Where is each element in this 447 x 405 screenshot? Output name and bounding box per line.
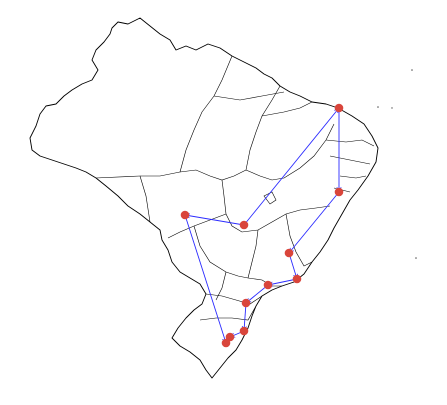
city-marker-6 — [292, 274, 302, 284]
route-arrow-7 — [246, 284, 269, 303]
route-arrow-10 — [184, 214, 226, 343]
city-marker-8 — [241, 298, 251, 308]
route-arrow-6 — [268, 278, 298, 285]
route-arrow-2 — [243, 108, 339, 226]
city-marker-2 — [239, 220, 249, 230]
route-arrow-1 — [185, 215, 245, 226]
city-marker-1 — [180, 210, 190, 220]
city-marker-11 — [221, 338, 231, 348]
route-lines — [185, 108, 339, 343]
route-arrow-5 — [288, 252, 297, 279]
route-arrow-8 — [244, 302, 246, 331]
city-marker-7 — [263, 280, 273, 290]
city-marker-5 — [284, 248, 294, 258]
island-specks — [377, 69, 417, 259]
city-marker-4 — [334, 187, 344, 197]
state-borders — [95, 55, 375, 321]
route-arrow-4 — [289, 191, 340, 253]
city-marker-9 — [239, 326, 249, 336]
city-marker-3 — [334, 103, 344, 113]
city-markers — [180, 103, 344, 348]
brazil-outline — [29, 17, 379, 379]
